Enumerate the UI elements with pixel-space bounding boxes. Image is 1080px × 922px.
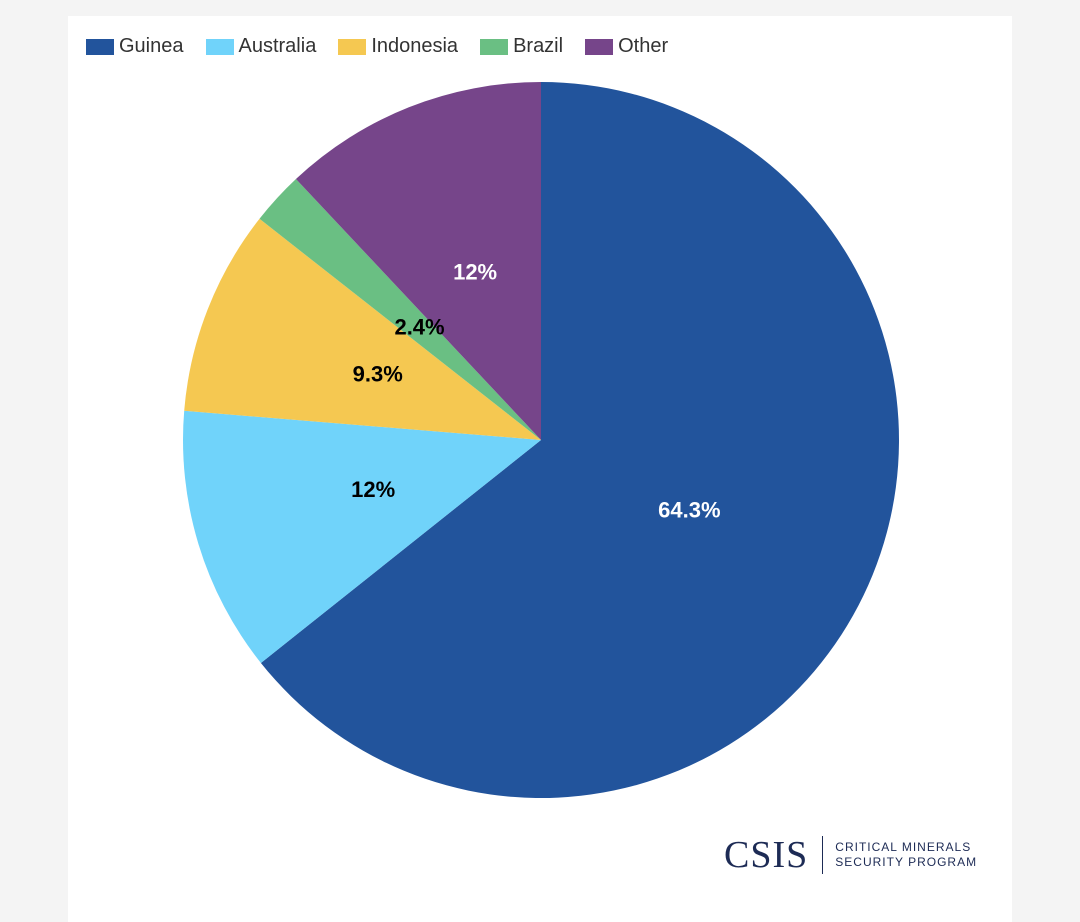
legend-swatch — [205, 38, 234, 55]
legend-swatch — [480, 38, 509, 55]
program-name: CRITICAL MINERALS SECURITY PROGRAM — [835, 840, 977, 870]
chart-legend: Guinea Australia Indonesia Brazil Other — [86, 35, 668, 58]
legend-label: Indonesia — [371, 35, 459, 57]
legend-item-guinea: Guinea — [86, 35, 184, 58]
legend-item-other: Other — [585, 35, 668, 58]
csis-logo: CSIS CRITICAL MINERALS SECURITY PROGRAM — [724, 836, 977, 874]
pie-slice-other — [295, 82, 541, 440]
legend-item-brazil: Brazil — [480, 35, 563, 58]
legend-label: Other — [618, 35, 669, 57]
logo-divider — [822, 836, 824, 874]
program-line-2: SECURITY PROGRAM — [835, 855, 978, 869]
data-label-guinea: 64.3% — [658, 497, 720, 522]
legend-label: Guinea — [119, 35, 184, 57]
pie-slice-indonesia — [184, 218, 541, 440]
pie-slice-guinea — [260, 82, 900, 798]
legend-label: Australia — [238, 35, 317, 57]
data-label-australia: 12% — [351, 477, 395, 502]
legend-item-indonesia: Indonesia — [338, 35, 458, 58]
program-line-1: CRITICAL MINERALS — [835, 840, 972, 854]
pie-slice-brazil — [259, 179, 541, 440]
legend-swatch — [338, 38, 367, 55]
logo-wordmark: CSIS — [724, 834, 809, 876]
legend-item-australia: Australia — [205, 35, 317, 58]
data-label-indonesia: 9.3% — [353, 362, 403, 387]
data-label-other: 12% — [453, 259, 497, 284]
legend-swatch — [86, 38, 114, 55]
pie-slice-australia — [183, 410, 542, 663]
data-label-brazil: 2.4% — [394, 315, 444, 340]
legend-swatch — [585, 38, 614, 55]
legend-label: Brazil — [513, 35, 564, 57]
